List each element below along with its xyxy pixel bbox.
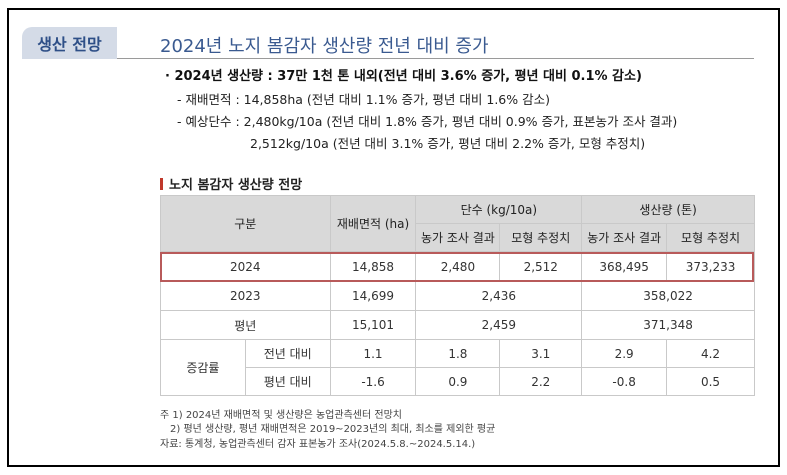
cell-prod: 371,348 xyxy=(581,310,755,340)
header-yield: 단수 (kg/10a) xyxy=(415,195,583,224)
footnote-2: 2) 평년 생산량, 평년 재배면적은 2019~2023년의 최대, 최소를 … xyxy=(170,424,496,435)
footnote-1: 주 1) 2024년 재배면적 및 생산량은 농업관측센터 전망치 xyxy=(160,410,402,421)
summary-yield-model: 2,512kg/10a (전년 대비 3.1% 증가, 평년 대비 2.2% 증… xyxy=(250,136,646,151)
cell-prod-model: 4.2 xyxy=(666,339,755,368)
table-title: 노지 봄감자 생산량 전망 xyxy=(160,174,302,193)
cell-yield-survey: 1.8 xyxy=(415,339,501,368)
highlight-2024-box xyxy=(160,252,754,282)
table-row-change-prev: 증감률 전년 대비 1.1 1.8 3.1 2.9 4.2 xyxy=(160,339,755,396)
production-table: 구분 재배면적 (ha) 단수 (kg/10a) 생산량 (톤) 농가 조사 결… xyxy=(160,195,755,396)
cell-yield-model: 3.1 xyxy=(499,339,583,368)
row-group-label: 증감률 xyxy=(160,339,246,396)
cell-area: -1.6 xyxy=(329,367,417,396)
table-row-change-avg: 평년 대비 -1.6 0.9 2.2 -0.8 0.5 xyxy=(161,367,755,396)
header-yield-model: 모형 추정치 xyxy=(499,223,583,252)
cell-area: 1.1 xyxy=(329,339,417,368)
row-label: 평년 xyxy=(160,310,331,340)
page-title: 2024년 노지 봄감자 생산량 전년 대비 증가 xyxy=(160,36,489,57)
row-label: 2023 xyxy=(160,281,331,311)
summary-area: - 재배면적 : 14,858ha (전년 대비 1.1% 증가, 평년 대비 … xyxy=(177,92,550,107)
row-label: 전년 대비 xyxy=(244,339,331,368)
cell-yield-survey: 0.9 xyxy=(415,367,501,396)
header-production: 생산량 (톤) xyxy=(581,195,755,224)
footnote-source: 자료: 통계청, 농업관측센터 감자 표본농가 조사(2024.5.8.~202… xyxy=(160,439,476,450)
cell-area: 14,699 xyxy=(329,281,417,311)
summary-headline: · 2024년 생산량 : 37만 1천 톤 내외(전년 대비 3.6% 증가,… xyxy=(165,69,642,84)
header-yield-survey: 농가 조사 결과 xyxy=(415,223,501,252)
cell-prod-survey: 2.9 xyxy=(581,339,668,368)
header-category: 구분 xyxy=(160,195,331,252)
header-prod-survey: 농가 조사 결과 xyxy=(581,223,668,252)
header-rule xyxy=(117,58,754,59)
section-tag-label: 생산 전망 xyxy=(37,35,102,54)
table-row-2023: 2023 14,699 2,436 358,022 xyxy=(160,281,755,311)
cell-prod-survey: -0.8 xyxy=(581,367,668,396)
cell-prod-model: 0.5 xyxy=(666,367,755,396)
table-title-label: 노지 봄감자 생산량 전망 xyxy=(169,178,303,193)
cell-yield: 2,459 xyxy=(415,310,583,340)
table-row-average: 평년 15,101 2,459 371,348 xyxy=(160,310,755,340)
summary-yield-survey: - 예상단수 : 2,480kg/10a (전년 대비 1.8% 증가, 평년 … xyxy=(177,114,678,129)
cell-prod-model: 373,233 xyxy=(666,251,755,282)
section-tag: 생산 전망 xyxy=(22,27,117,59)
header-prod-model: 모형 추정치 xyxy=(666,223,755,252)
header-area: 재배면적 (ha) xyxy=(329,195,417,252)
cell-area: 15,101 xyxy=(329,310,417,340)
cell-yield-model: 2.2 xyxy=(499,367,583,396)
title-accent-bar xyxy=(160,178,163,190)
cell-yield: 2,436 xyxy=(415,281,583,311)
cell-prod: 358,022 xyxy=(581,281,755,311)
row-label: 평년 대비 xyxy=(244,367,331,396)
